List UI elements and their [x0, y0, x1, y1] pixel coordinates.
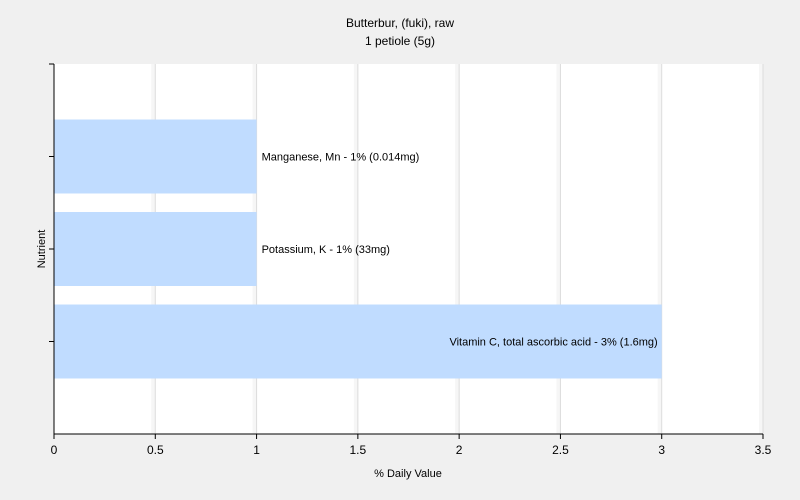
x-tick-label: 3: [658, 443, 665, 457]
grid-shade: [556, 64, 561, 434]
x-axis-title: % Daily Value: [374, 468, 442, 480]
x-tick-label: 1: [253, 443, 260, 457]
grid-shade: [657, 64, 662, 434]
bar-data-label: Potassium, K - 1% (33mg): [262, 244, 390, 256]
plot-area: Manganese, Mn - 1% (0.014mg) Potassium, K…: [49, 63, 772, 457]
grid-shade: [353, 64, 358, 434]
grid-shade: [455, 64, 460, 434]
chart-title: Butterbur, (fuki), raw: [346, 16, 454, 30]
x-tick-label: 1.5: [350, 443, 367, 457]
bar: [54, 212, 257, 286]
x-tick-label: 2.5: [552, 443, 569, 457]
bar-data-label: Manganese, Mn - 1% (0.014mg): [262, 152, 420, 164]
chart-subtitle: 1 petiole (5g): [365, 34, 435, 48]
x-tick-label: 2: [456, 443, 463, 457]
bar: [54, 304, 662, 379]
y-axis-title: Nutrient: [36, 230, 48, 269]
bar: [54, 119, 257, 194]
x-tick-label: 0: [51, 443, 58, 457]
bar-data-label: Vitamin C, total ascorbic acid - 3% (1.6…: [449, 337, 657, 349]
grid-shade: [759, 64, 763, 434]
x-tick-label: 0.5: [147, 443, 164, 457]
x-tick-label: 3.5: [755, 443, 772, 457]
